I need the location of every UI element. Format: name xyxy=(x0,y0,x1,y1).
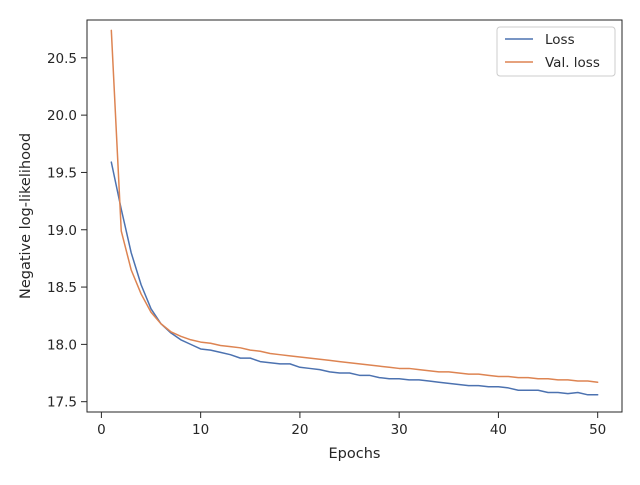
y-tick-label: 20.5 xyxy=(47,51,77,67)
y-tick-label: 18.0 xyxy=(47,337,77,353)
x-tick-label: 10 xyxy=(192,422,209,438)
x-axis-label: Epochs xyxy=(329,446,381,462)
series-line-val-loss xyxy=(110,29,599,383)
y-axis-label: Negative log-likelihood xyxy=(18,133,34,299)
series-line-loss xyxy=(110,161,599,396)
y-tick-label: 18.5 xyxy=(47,280,77,296)
legend: Loss Val. loss xyxy=(496,26,616,77)
x-tick-label: 40 xyxy=(490,422,507,438)
y-tick-label: 19.0 xyxy=(47,223,77,239)
x-tick-label: 20 xyxy=(291,422,308,438)
lines-layer xyxy=(110,29,599,396)
x-tick-label: 0 xyxy=(97,422,106,438)
y-tick-label: 20.0 xyxy=(47,108,77,124)
x-tick-label: 30 xyxy=(391,422,408,438)
y-tick-label: 19.5 xyxy=(47,165,77,181)
y-tick-label: 17.5 xyxy=(47,395,77,411)
ticks-layer: 0 10 20 30 40 50 17.5 18.0 18.5 19.0 19.5 20.0 20.5 xyxy=(47,51,606,438)
legend-label-val-loss: Val. loss xyxy=(545,55,600,71)
plot-frame xyxy=(86,19,623,413)
legend-label-loss: Loss xyxy=(545,32,575,48)
x-tick-label: 50 xyxy=(589,422,606,438)
